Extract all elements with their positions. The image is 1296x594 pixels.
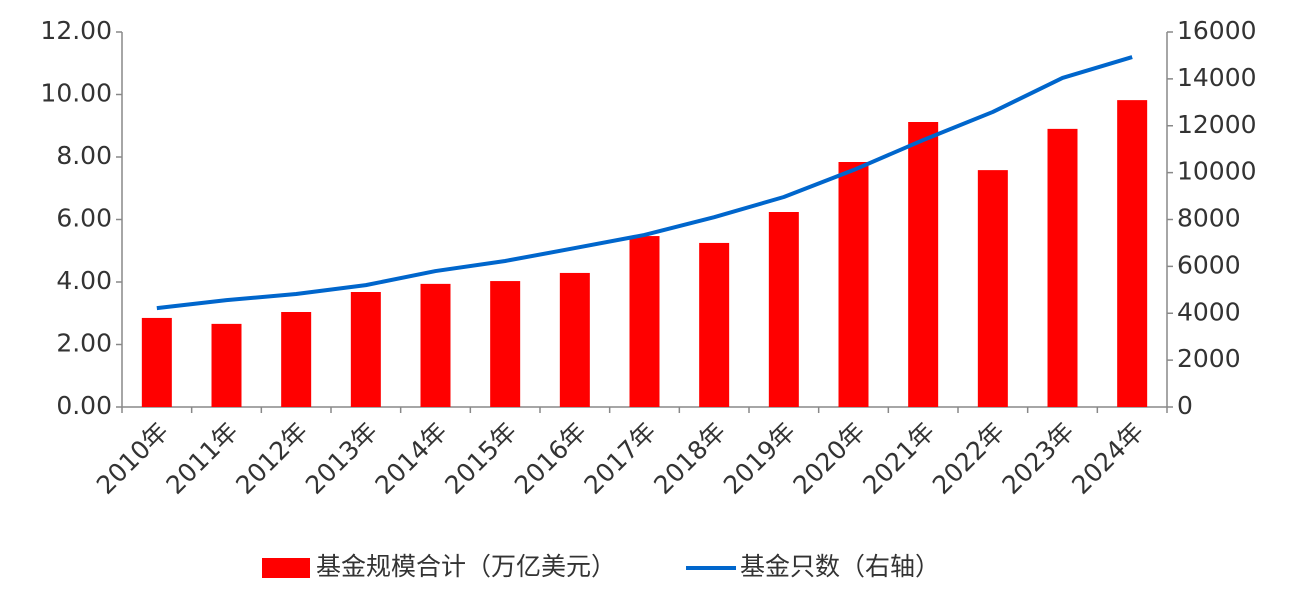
x-tick-label: 2023年 [997,417,1080,500]
x-tick-label: 2021年 [857,417,940,500]
y2-tick-label: 8000 [1177,204,1241,233]
legend-label: 基金只数（右轴） [740,552,940,581]
y-tick-label: 8.00 [56,141,112,170]
bar [1117,100,1148,407]
bar [629,236,660,407]
y2-tick-label: 16000 [1177,16,1257,45]
x-tick-label: 2020年 [788,417,871,500]
bar [420,283,451,407]
x-tick-label: 2017年 [579,417,662,500]
y-tick-label: 10.00 [40,79,112,108]
y-tick-label: 4.00 [56,266,112,295]
bar [141,317,172,407]
y2-tick-label: 2000 [1177,344,1241,373]
y2-tick-label: 6000 [1177,250,1241,279]
y-tick-label: 0.00 [56,391,112,420]
bar [281,312,312,407]
bar [908,122,939,407]
x-tick-label: 2018年 [648,417,731,500]
legend-label: 基金规模合计（万亿美元） [316,552,616,581]
bar [559,272,590,407]
legend-swatch [262,558,310,578]
bar [1047,128,1078,407]
x-tick-label: 2016年 [509,417,592,500]
x-tick-label: 2011年 [161,417,244,500]
y-tick-label: 2.00 [56,329,112,358]
x-tick-label: 2024年 [1066,417,1149,500]
bar [699,242,730,407]
y-tick-label: 6.00 [56,204,112,233]
bar [768,212,799,407]
x-tick-label: 2012年 [230,417,313,500]
bar [211,323,242,407]
x-tick-label: 2010年 [91,417,174,500]
y2-tick-label: 14000 [1177,63,1257,92]
x-tick-label: 2019年 [718,417,801,500]
y2-tick-label: 10000 [1177,157,1257,186]
x-tick-label: 2013年 [300,417,383,500]
bar [977,170,1008,407]
bar [838,162,869,407]
y2-tick-label: 0 [1177,391,1193,420]
x-tick-label: 2022年 [927,417,1010,500]
y2-tick-label: 12000 [1177,110,1257,139]
bar [350,292,381,407]
y2-tick-label: 4000 [1177,297,1241,326]
x-tick-label: 2014年 [370,417,453,500]
x-tick-label: 2015年 [439,417,522,500]
bar [490,281,521,407]
y-tick-label: 12.00 [40,16,112,45]
line [156,55,1133,311]
